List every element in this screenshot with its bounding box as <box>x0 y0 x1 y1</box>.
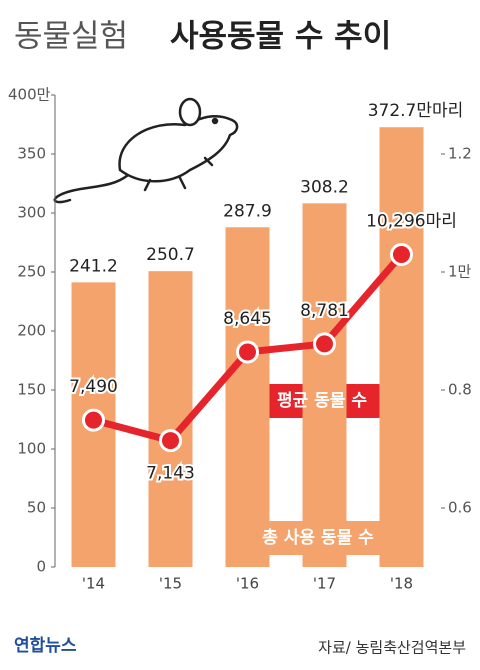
x-tick-label: '14 <box>82 575 105 593</box>
y-tick-label: 300 <box>17 204 46 222</box>
line-value-label: 7,143 <box>146 464 195 484</box>
y-tick-label: 100 <box>17 440 46 458</box>
y-tick-label: 250 <box>17 263 46 281</box>
chart-title-bold: 사용동물 수 추이 <box>170 19 391 55</box>
line-value-label: 7,490 <box>69 377 118 397</box>
legend-label: 총 사용 동물 수 <box>262 528 374 548</box>
y-tick-label: 50 <box>27 499 46 517</box>
y-tick-label: 0 <box>36 558 46 576</box>
line-marker <box>236 340 259 364</box>
y2-tick-label: 1만 <box>448 263 472 281</box>
x-tick-label: '16 <box>236 575 259 593</box>
bar-value-label: 250.7 <box>146 245 195 265</box>
y-tick-label: 150 <box>17 381 46 399</box>
bar-value-label: 372.7만마리 <box>368 101 464 121</box>
line-marker <box>159 429 182 453</box>
y-tick-label: 400만 <box>8 86 51 104</box>
chart-title: 동물실험 <box>14 19 128 55</box>
bar <box>379 127 424 568</box>
x-tick-label: '18 <box>390 575 413 593</box>
y-tick-label: 200 <box>17 322 46 340</box>
bar-value-label: 287.9 <box>223 201 272 221</box>
y2-tick-label: 0.6 <box>448 499 472 517</box>
line-value-label: 8,645 <box>223 309 272 329</box>
y-tick-label: 350 <box>17 145 46 163</box>
bar <box>225 227 270 567</box>
line-marker <box>82 408 105 432</box>
bar <box>302 203 347 567</box>
logo: 연합뉴스 <box>14 635 77 656</box>
line-value-label: 8,781 <box>300 301 349 321</box>
legend-label: 평균 동물 수 <box>277 391 367 411</box>
source: 자료/ 농림축산검역본부 <box>318 639 466 657</box>
bar-value-label: 308.2 <box>300 177 349 197</box>
line-marker <box>390 243 413 267</box>
mouse-illustration <box>53 97 239 204</box>
line-value-label: 10,296마리 <box>366 212 457 232</box>
y2-tick-label: 1.2 <box>448 145 472 163</box>
bar-value-label: 241.2 <box>69 256 118 276</box>
line-marker <box>313 332 336 356</box>
x-tick-label: '15 <box>159 575 182 593</box>
y2-tick-label: 0.8 <box>448 381 472 399</box>
x-tick-label: '17 <box>313 575 336 593</box>
